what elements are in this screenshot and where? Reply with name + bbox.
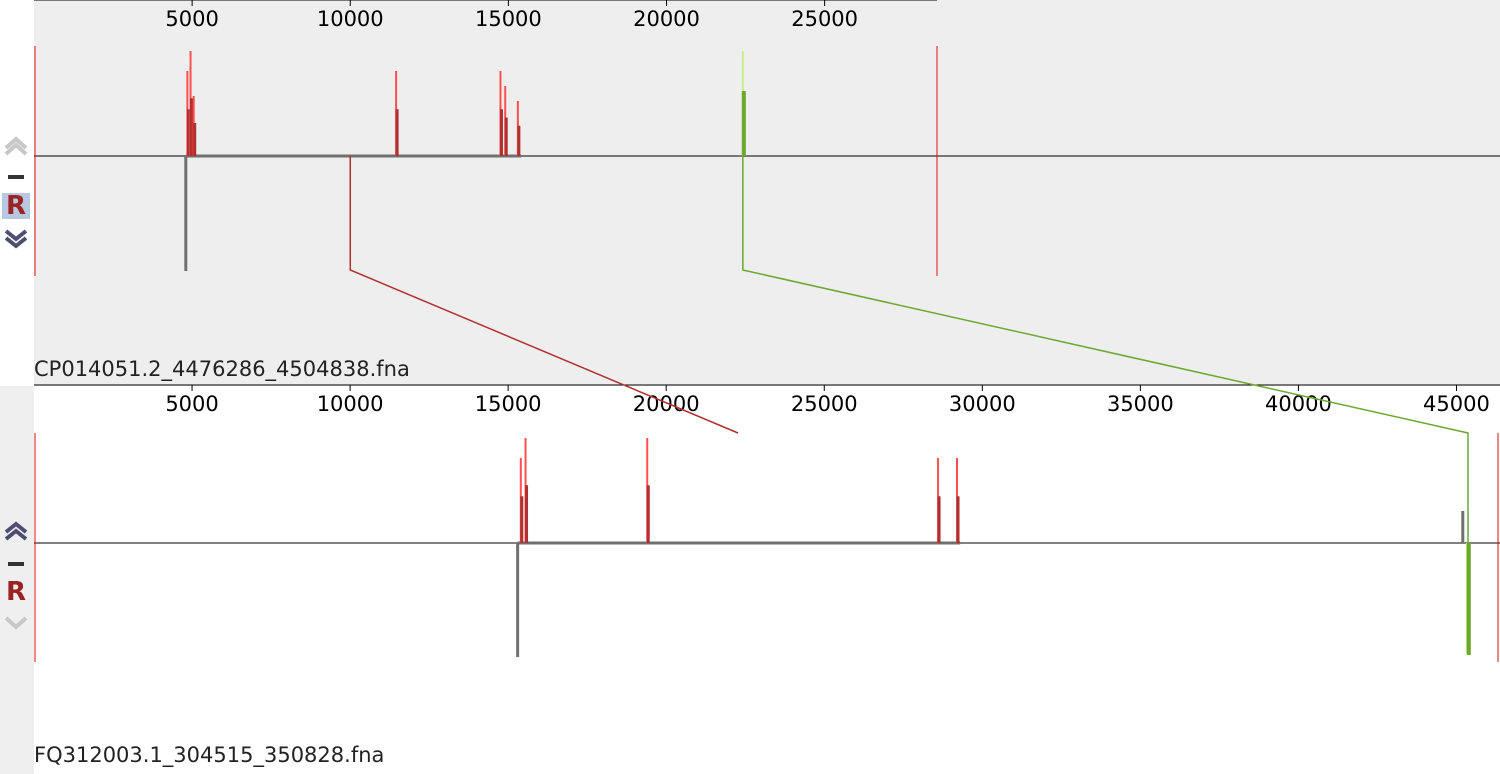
bottom-ruler: 5000 10000 15000 20000 25000 30000 35000 40000 4…: [34, 384, 1500, 416]
bottom-sequence-label: FQ312003.1_304515_350828.fna: [34, 743, 385, 767]
ruler-tick-label: 10000: [317, 392, 384, 416]
lcb-connector-block-1[interactable]: [349, 156, 739, 434]
ruler-tick-label: 25000: [791, 7, 858, 31]
ruler-tick-label: 35000: [1107, 392, 1174, 416]
ruler-tick-label: 20000: [633, 7, 700, 31]
top-collapse-button[interactable]: [2, 164, 30, 190]
lcb-connector-block-2[interactable]: [742, 156, 1469, 543]
ruler-tick-label: 40000: [1265, 392, 1332, 416]
chevron-up-icon: [4, 521, 28, 541]
ruler-tick-label: 15000: [475, 392, 542, 416]
top-panel-background: [34, 0, 1500, 386]
chevron-up-icon: [4, 136, 28, 156]
bottom-reverse-button[interactable]: R: [2, 579, 30, 605]
ruler-tick-label: 25000: [791, 392, 858, 416]
ruler-tick-label: 30000: [949, 392, 1016, 416]
bottom-sequence-track[interactable]: [34, 433, 1500, 662]
top-sequence-label: CP014051.2_4476286_4504838.fna: [34, 357, 410, 381]
bottom-collapse-button[interactable]: [2, 551, 30, 577]
ruler-tick-label: 45000: [1423, 392, 1490, 416]
ruler-tick-label: 5000: [165, 7, 218, 31]
bottom-control-strip: [0, 386, 34, 774]
reverse-complement-icon: R: [5, 191, 27, 221]
reverse-complement-icon: R: [5, 577, 27, 607]
lcb-connectors: [349, 156, 1469, 543]
top-reverse-button[interactable]: R: [2, 193, 30, 219]
ruler-tick-label: 10000: [317, 7, 384, 31]
lcb-block-outline[interactable]: [518, 483, 961, 543]
ruler-tick-label: 15000: [475, 7, 542, 31]
bottom-move-up-button[interactable]: [2, 518, 30, 544]
lcb-block-outline[interactable]: [186, 96, 521, 156]
chevron-down-icon: [4, 229, 28, 249]
minus-icon: [8, 562, 24, 566]
chevron-down-icon: [4, 616, 28, 630]
minus-icon: [8, 175, 24, 179]
top-ruler: 5000 10000 15000 20000 25000: [34, 0, 937, 31]
top-move-down-button[interactable]: [2, 226, 30, 252]
top-sequence-track[interactable]: [34, 46, 1500, 276]
bottom-move-down-button[interactable]: [2, 612, 30, 638]
ruler-tick-label: 5000: [165, 392, 218, 416]
top-move-up-button[interactable]: [2, 132, 30, 158]
